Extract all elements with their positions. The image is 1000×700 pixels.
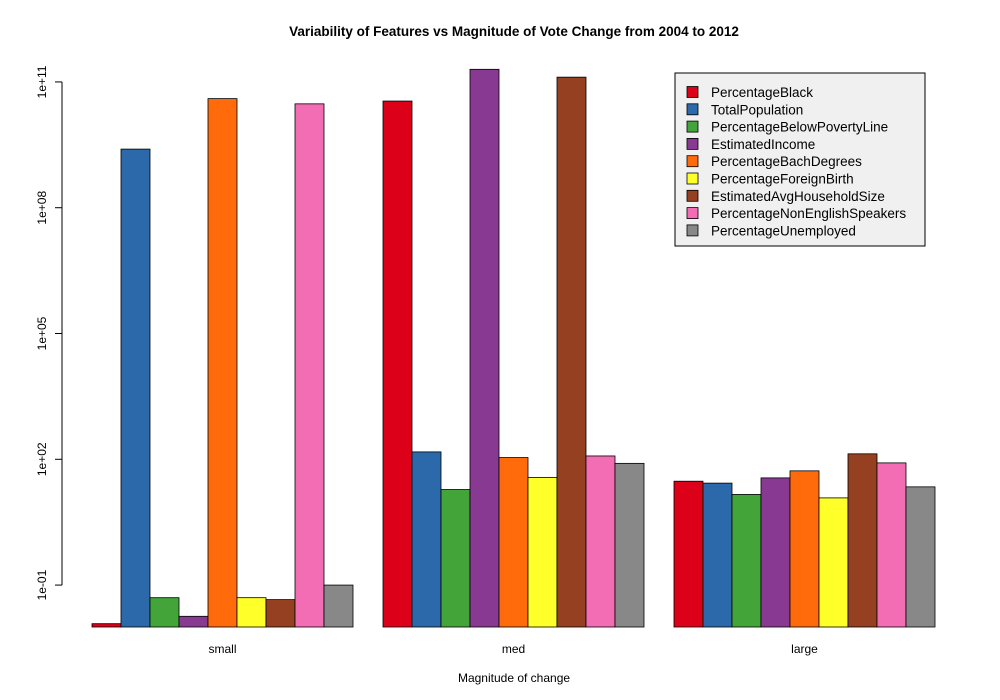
bar-small-PercentageBlack xyxy=(91,623,122,628)
legend-label-PercentageUnemployed: PercentageUnemployed xyxy=(711,223,856,238)
chart-title: Variability of Features vs Magnitude of … xyxy=(289,24,739,39)
legend-box xyxy=(674,72,926,247)
bar-small-PercentageBachDegrees xyxy=(207,98,238,628)
bar-small-PercentageUnemployed xyxy=(323,584,354,628)
bar-med-EstimatedAvgHouseholdSize xyxy=(556,76,587,628)
y-tick-label: 1e+05 xyxy=(35,316,49,350)
bar-small-TotalPopulation xyxy=(120,148,151,628)
legend-label-TotalPopulation: TotalPopulation xyxy=(711,102,803,117)
bars xyxy=(91,68,936,628)
legend-swatch-PercentageForeignBirth xyxy=(686,172,699,185)
x-tick-label-small: small xyxy=(208,642,236,656)
bar-med-EstimatedIncome xyxy=(469,68,500,628)
bar-large-TotalPopulation xyxy=(702,482,733,628)
bar-med-PercentageNonEnglishSpeakers xyxy=(585,455,616,628)
legend-swatch-PercentageBelowPovertyLine xyxy=(686,120,699,133)
y-axis: 1e-01 1e+02 1e+05 1e+08 1e+11 xyxy=(35,65,63,600)
y-tick-label: 1e+02 xyxy=(35,442,49,476)
legend-label-PercentageBlack: PercentageBlack xyxy=(711,85,813,100)
legend-swatch-PercentageNonEnglishSpeakers xyxy=(686,207,699,220)
y-tick-label: 1e+11 xyxy=(35,65,49,98)
bar-large-PercentageBachDegrees xyxy=(789,470,820,628)
bar-small-EstimatedIncome xyxy=(178,615,209,628)
bar-med-PercentageUnemployed xyxy=(614,462,645,628)
bar-large-EstimatedIncome xyxy=(760,477,791,628)
bar-med-PercentageForeignBirth xyxy=(527,476,558,628)
bar-large-PercentageBelowPovertyLine xyxy=(731,494,762,628)
bar-med-TotalPopulation xyxy=(411,451,442,628)
legend-label-PercentageNonEnglishSpeakers: PercentageNonEnglishSpeakers xyxy=(711,206,906,221)
x-tick-label-large: large xyxy=(791,642,818,656)
bar-small-PercentageBelowPovertyLine xyxy=(149,597,180,628)
x-axis: small med large xyxy=(208,642,818,656)
x-axis-label: Magnitude of change xyxy=(458,671,570,685)
bar-large-PercentageUnemployed xyxy=(905,486,936,628)
legend-label-PercentageForeignBirth: PercentageForeignBirth xyxy=(711,172,854,187)
bar-med-PercentageBelowPovertyLine xyxy=(440,489,471,628)
bar-small-EstimatedAvgHouseholdSize xyxy=(265,599,296,628)
bar-med-PercentageBachDegrees xyxy=(498,457,529,628)
legend-label-PercentageBachDegrees: PercentageBachDegrees xyxy=(711,154,862,169)
legend-swatch-PercentageBlack xyxy=(686,86,699,98)
y-tick-label: 1e+08 xyxy=(35,191,49,225)
legend-label-PercentageBelowPovertyLine: PercentageBelowPovertyLine xyxy=(711,120,888,135)
x-tick-label-med: med xyxy=(502,642,525,656)
legend-swatch-EstimatedAvgHouseholdSize xyxy=(686,189,699,202)
bar-large-EstimatedAvgHouseholdSize xyxy=(847,453,878,628)
bar-med-PercentageBlack xyxy=(382,100,413,628)
legend-label-EstimatedIncome: EstimatedIncome xyxy=(711,137,815,152)
legend-label-EstimatedAvgHouseholdSize: EstimatedAvgHouseholdSize xyxy=(711,189,885,204)
bar-large-PercentageNonEnglishSpeakers xyxy=(876,462,907,628)
bar-large-PercentageBlack xyxy=(673,480,704,628)
legend-swatch-PercentageUnemployed xyxy=(686,224,699,237)
y-tick-label: 1e-01 xyxy=(35,569,49,600)
legend: PercentageBlack TotalPopulation Percentage… xyxy=(674,72,926,247)
legend-swatch-TotalPopulation xyxy=(686,103,699,116)
bar-small-PercentageForeignBirth xyxy=(236,597,267,628)
bar-large-PercentageForeignBirth xyxy=(818,497,849,628)
bar-small-PercentageNonEnglishSpeakers xyxy=(294,103,325,628)
legend-swatch-EstimatedIncome xyxy=(686,137,699,150)
legend-swatch-PercentageBachDegrees xyxy=(686,155,699,168)
